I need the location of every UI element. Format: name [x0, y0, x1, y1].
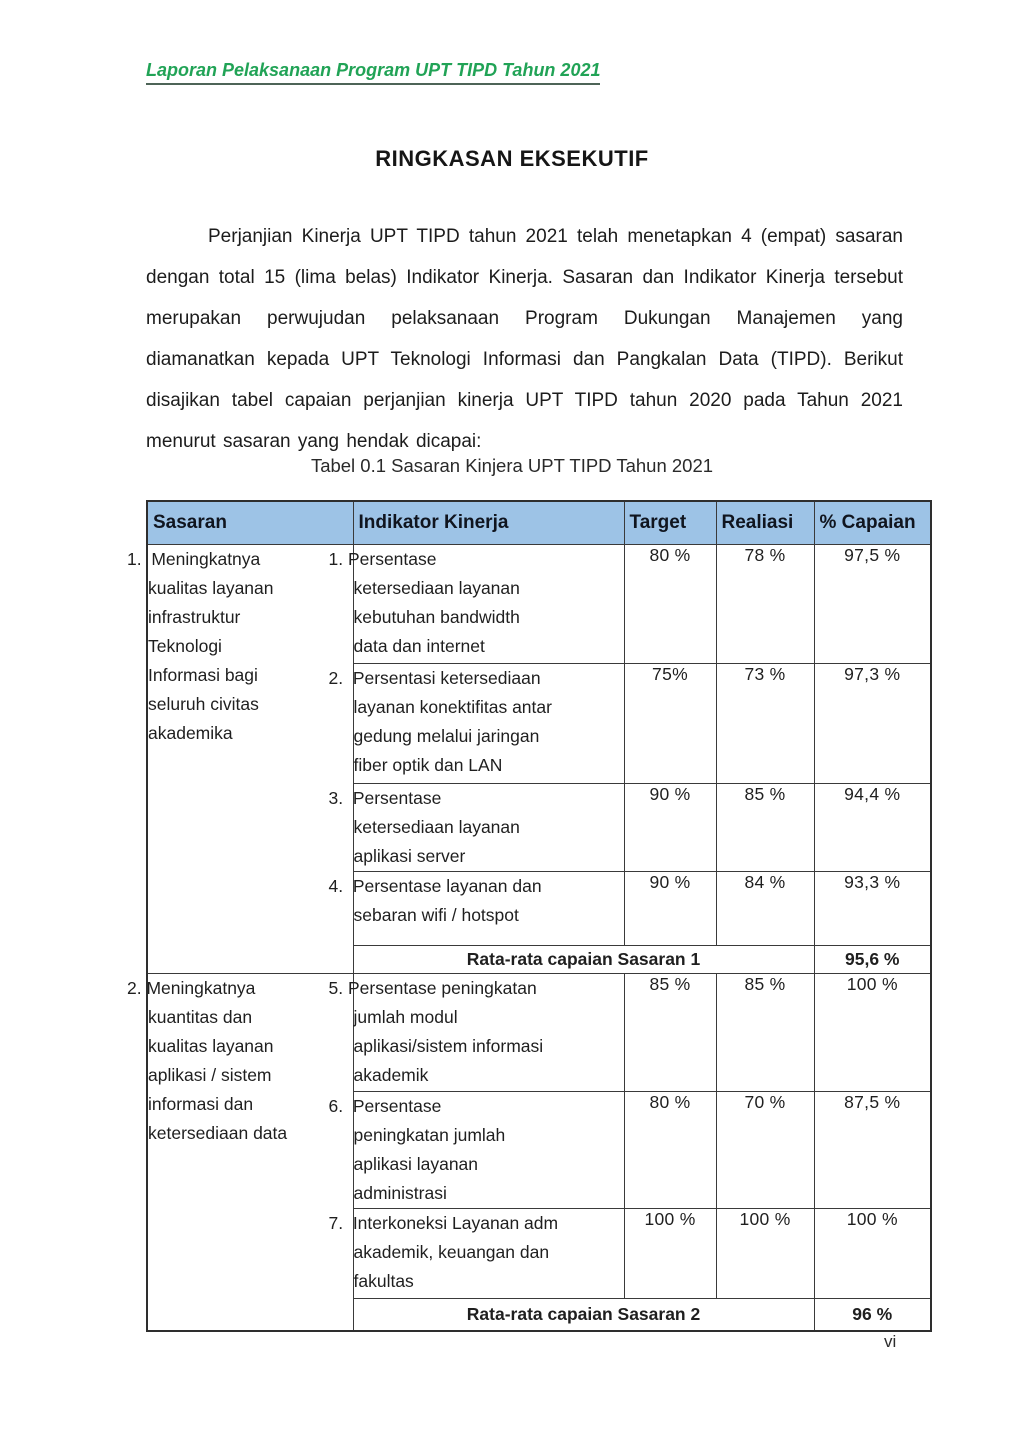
- capaian-1-cell: 97,5 %: [813, 544, 932, 664]
- table-row-indicator-3: 3. Persentase ketersediaan layanan aplik…: [147, 783, 932, 872]
- indicator-6-cell: 6. Persentase peningkatan jumlah aplikas…: [329, 1091, 625, 1209]
- summary-row-sasaran-1: Rata-rata capaian Sasaran 1 95,6 %: [147, 945, 932, 974]
- target-7-cell: 100 %: [623, 1208, 717, 1299]
- sasaran-2-cell: 2. Meningkatnya kuantitas dan kualitas l…: [127, 973, 354, 1331]
- table-row-indicator-7: 7. Interkoneksi Layanan adm akademik, ke…: [147, 1208, 932, 1299]
- target-2-cell: 75%: [623, 663, 717, 784]
- column-header-capaian: % Capaian: [813, 500, 932, 545]
- target-5-cell: 85 %: [623, 973, 717, 1092]
- realisasi-3-cell: 85 %: [715, 783, 815, 872]
- realisasi-5-cell: 85 %: [715, 973, 815, 1092]
- summary-row-sasaran-2: Rata-rata capaian Sasaran 2 96 %: [147, 1298, 932, 1331]
- target-1-cell: 80 %: [623, 544, 717, 664]
- column-header-target: Target: [623, 500, 717, 545]
- realisasi-4-cell: 84 %: [715, 871, 815, 946]
- indicator-4-cell: 4. Persentase layanan dan sebaran wifi /…: [329, 871, 625, 946]
- realisasi-1-cell: 78 %: [715, 544, 815, 664]
- capaian-2-cell: 97,3 %: [813, 663, 932, 784]
- table-caption: Tabel 0.1 Sasaran Kinjera UPT TIPD Tahun…: [310, 455, 714, 476]
- summary-value-1: 95,6 %: [813, 945, 932, 974]
- target-3-cell: 90 %: [623, 783, 717, 872]
- column-header-realisasi: Realiasi: [715, 500, 815, 545]
- indicator-1-cell: 1. Persentase ketersediaan layanan kebut…: [329, 544, 625, 664]
- capaian-6-cell: 87,5 %: [813, 1091, 932, 1209]
- capaian-4-cell: 93,3 %: [813, 871, 932, 946]
- capaian-3-cell: 94,4 %: [813, 783, 932, 872]
- table-header-row: Sasaran Indikator Kinerja Target Realias…: [146, 500, 932, 545]
- target-4-cell: 90 %: [623, 871, 717, 946]
- summary-label-1: Rata-rata capaian Sasaran 1: [352, 945, 815, 974]
- capaian-5-cell: 100 %: [813, 973, 932, 1092]
- table-row-indicator-1: 1. Meningkatnya kualitas layanan infrast…: [127, 544, 932, 974]
- indicator-7-cell: 7. Interkoneksi Layanan adm akademik, ke…: [329, 1208, 625, 1299]
- page-number: vi: [884, 1332, 897, 1351]
- realisasi-6-cell: 70 %: [715, 1091, 815, 1209]
- summary-value-2: 96 %: [813, 1298, 932, 1331]
- kinerja-table: Sasaran Indikator Kinerja Target Realias…: [127, 500, 932, 1332]
- summary-label-2: Rata-rata capaian Sasaran 2: [352, 1298, 815, 1331]
- running-header: Laporan Pelaksanaan Program UPT TIPD Tah…: [146, 60, 601, 85]
- sasaran-1-cell: 1. Meningkatnya kualitas layanan infrast…: [127, 544, 354, 974]
- table-row-indicator-6: 6. Persentase peningkatan jumlah aplikas…: [147, 1091, 932, 1209]
- page-title: RINGKASAN EKSEKUTIF: [375, 146, 649, 171]
- indicator-5-cell: 5. Persentase peningkatan jumlah modul a…: [329, 973, 625, 1092]
- realisasi-2-cell: 73 %: [715, 663, 815, 784]
- indicator-2-cell: 2. Persentasi ketersediaan layanan konek…: [329, 663, 625, 784]
- column-header-indikator: Indikator Kinerja: [352, 500, 625, 545]
- target-6-cell: 80 %: [623, 1091, 717, 1209]
- column-header-sasaran: Sasaran: [146, 500, 354, 545]
- intro-paragraph: Perjanjian Kinerja UPT TIPD tahun 2021 t…: [146, 226, 903, 452]
- realisasi-7-cell: 100 %: [715, 1208, 815, 1299]
- indicator-3-cell: 3. Persentase ketersediaan layanan aplik…: [329, 783, 625, 872]
- table-row-indicator-5: 2. Meningkatnya kuantitas dan kualitas l…: [127, 973, 932, 1331]
- capaian-7-cell: 100 %: [813, 1208, 932, 1299]
- table-row-indicator-4: 4. Persentase layanan dan sebaran wifi /…: [147, 871, 932, 946]
